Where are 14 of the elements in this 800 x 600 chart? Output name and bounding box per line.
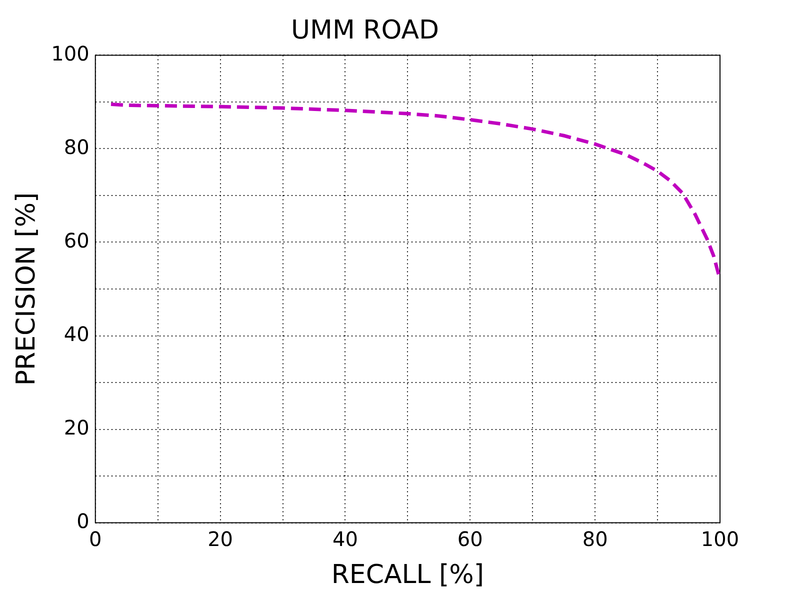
x-tick-label: 60	[457, 527, 483, 552]
x-tick-label: 100	[700, 527, 740, 552]
x-tick-label: 20	[208, 527, 234, 552]
x-axis-title: RECALL [%]	[331, 560, 484, 590]
y-tick-label: 0	[76, 509, 90, 534]
x-tick-label: 80	[582, 527, 608, 552]
y-tick-label: 20	[64, 415, 90, 440]
x-tick-label: 40	[332, 527, 358, 552]
y-tick-label: 60	[64, 228, 90, 252]
chart-title: UMM ROAD	[290, 15, 440, 46]
y-tick-label: 80	[64, 134, 90, 159]
y-axis-title: PRECISION [%]	[11, 192, 42, 386]
y-tick-label: 100	[51, 41, 90, 66]
y-tick-label: 40	[64, 322, 90, 346]
